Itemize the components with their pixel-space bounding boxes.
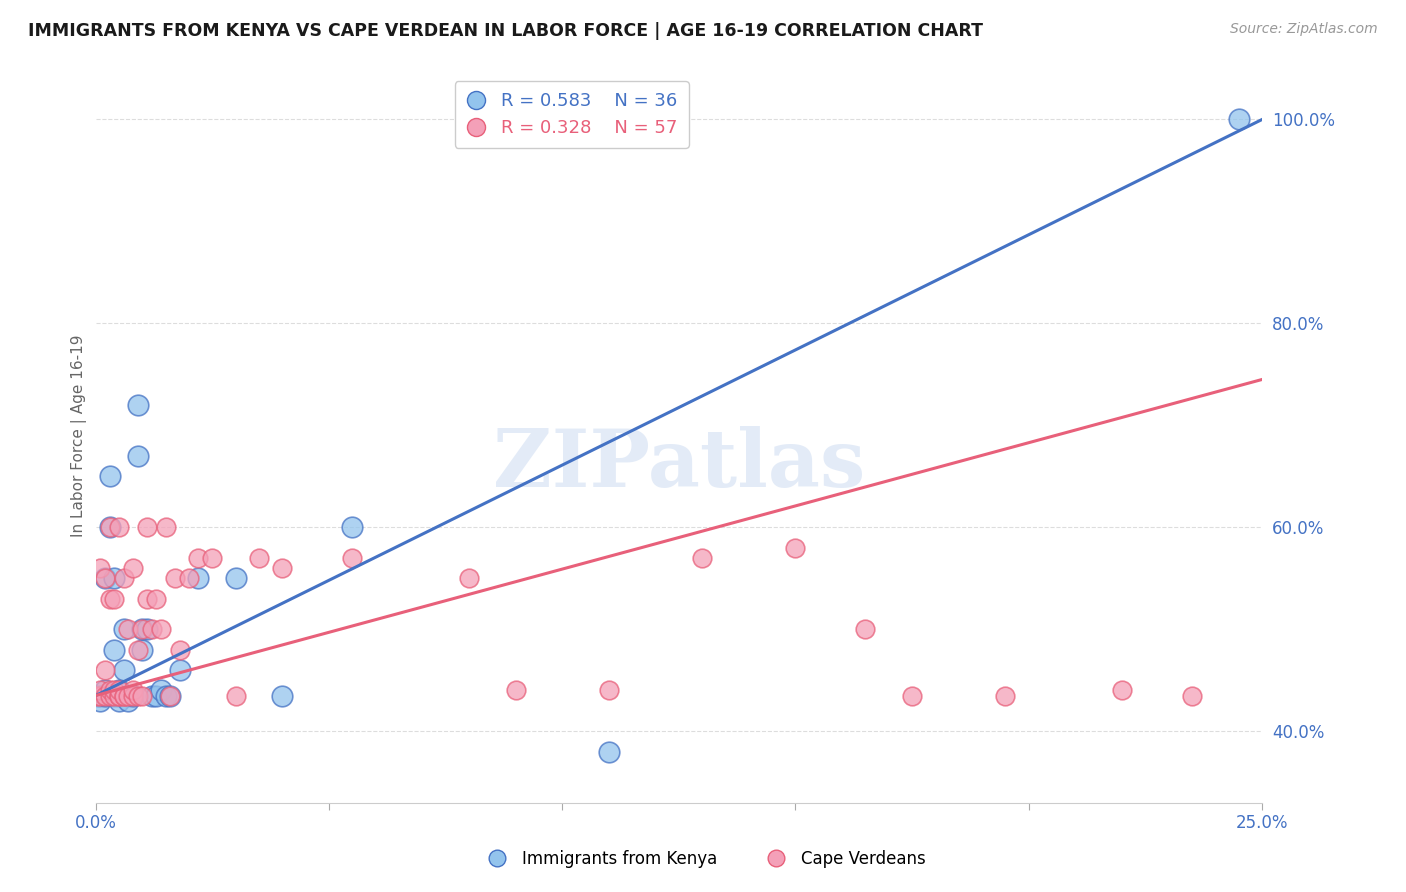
Point	[155, 520, 177, 534]
Point	[855, 622, 877, 636]
Point	[135, 520, 157, 534]
Point	[340, 520, 363, 534]
Point	[108, 683, 131, 698]
Point	[122, 689, 145, 703]
Point	[505, 683, 527, 698]
Point	[112, 689, 135, 703]
Text: IMMIGRANTS FROM KENYA VS CAPE VERDEAN IN LABOR FORCE | AGE 16-19 CORRELATION CHA: IMMIGRANTS FROM KENYA VS CAPE VERDEAN IN…	[28, 22, 983, 40]
Point	[169, 663, 191, 677]
Point	[598, 683, 620, 698]
Point	[135, 622, 157, 636]
Point	[117, 689, 139, 703]
Point	[108, 520, 131, 534]
Point	[94, 663, 117, 677]
Point	[598, 745, 620, 759]
Point	[103, 689, 125, 703]
Point	[1111, 683, 1133, 698]
Legend: Immigrants from Kenya, Cape Verdeans: Immigrants from Kenya, Cape Verdeans	[474, 844, 932, 875]
Point	[163, 571, 186, 585]
Point	[785, 541, 807, 555]
Point	[98, 689, 121, 703]
Point	[103, 571, 125, 585]
Point	[94, 683, 117, 698]
Point	[149, 622, 172, 636]
Point	[89, 561, 111, 575]
Point	[340, 550, 363, 565]
Point	[127, 642, 149, 657]
Point	[103, 642, 125, 657]
Point	[901, 689, 924, 703]
Point	[127, 449, 149, 463]
Point	[87, 689, 110, 703]
Point	[117, 693, 139, 707]
Point	[89, 693, 111, 707]
Point	[994, 689, 1017, 703]
Point	[122, 561, 145, 575]
Text: ZIPatlas: ZIPatlas	[492, 425, 865, 504]
Point	[159, 689, 181, 703]
Point	[177, 571, 200, 585]
Point	[145, 591, 167, 606]
Point	[89, 689, 111, 703]
Point	[127, 689, 149, 703]
Point	[108, 689, 131, 703]
Point	[141, 622, 163, 636]
Point	[108, 693, 131, 707]
Point	[108, 689, 131, 703]
Point	[131, 689, 153, 703]
Point	[94, 689, 117, 703]
Point	[94, 571, 117, 585]
Point	[122, 683, 145, 698]
Text: Source: ZipAtlas.com: Source: ZipAtlas.com	[1230, 22, 1378, 37]
Point	[225, 571, 247, 585]
Point	[131, 622, 153, 636]
Point	[98, 591, 121, 606]
Point	[94, 689, 117, 703]
Point	[187, 550, 209, 565]
Point	[135, 591, 157, 606]
Point	[94, 571, 117, 585]
Point	[89, 689, 111, 703]
Point	[103, 689, 125, 703]
Point	[131, 622, 153, 636]
Point	[225, 689, 247, 703]
Legend: R = 0.583    N = 36, R = 0.328    N = 57: R = 0.583 N = 36, R = 0.328 N = 57	[454, 81, 689, 148]
Y-axis label: In Labor Force | Age 16-19: In Labor Force | Age 16-19	[72, 334, 87, 537]
Point	[159, 689, 181, 703]
Point	[86, 689, 108, 703]
Point	[89, 683, 111, 698]
Point	[117, 622, 139, 636]
Point	[145, 689, 167, 703]
Point	[103, 591, 125, 606]
Point	[112, 571, 135, 585]
Point	[98, 469, 121, 483]
Point	[201, 550, 224, 565]
Point	[457, 571, 479, 585]
Point	[98, 520, 121, 534]
Point	[112, 689, 135, 703]
Point	[247, 550, 270, 565]
Point	[127, 398, 149, 412]
Point	[112, 663, 135, 677]
Point	[131, 642, 153, 657]
Point	[108, 689, 131, 703]
Point	[122, 689, 145, 703]
Point	[98, 520, 121, 534]
Point	[117, 689, 139, 703]
Point	[103, 683, 125, 698]
Point	[1181, 689, 1204, 703]
Point	[112, 622, 135, 636]
Point	[155, 689, 177, 703]
Point	[169, 642, 191, 657]
Point	[271, 689, 294, 703]
Point	[149, 683, 172, 698]
Point	[690, 550, 713, 565]
Point	[1227, 112, 1250, 127]
Point	[187, 571, 209, 585]
Point	[108, 683, 131, 698]
Point	[271, 561, 294, 575]
Point	[98, 683, 121, 698]
Point	[141, 689, 163, 703]
